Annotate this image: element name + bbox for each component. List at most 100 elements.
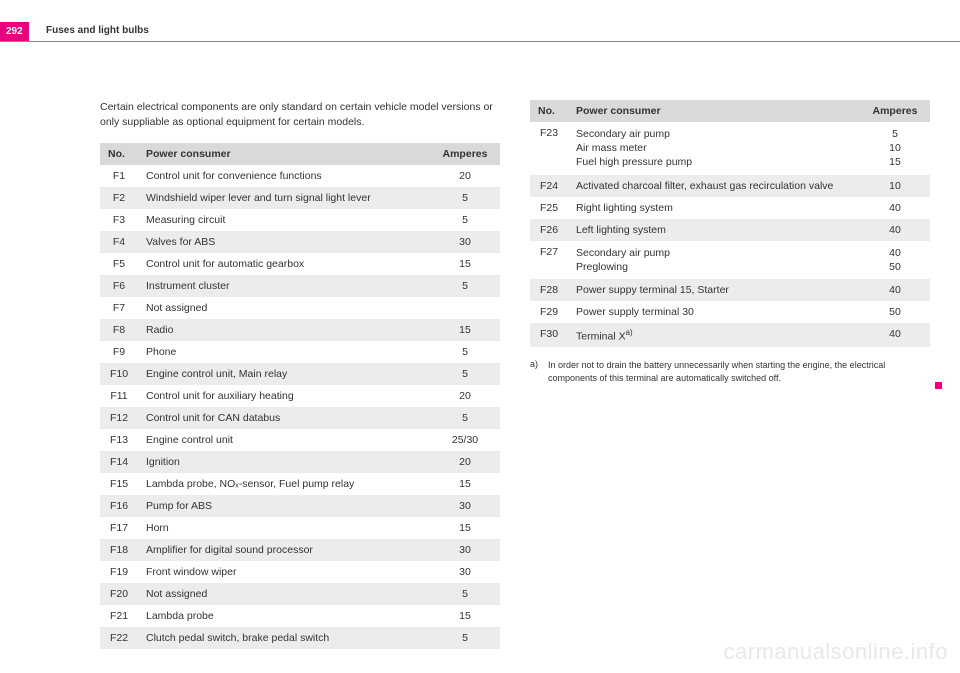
fuse-amperes: 15: [430, 605, 500, 627]
fuse-no: F15: [100, 473, 138, 495]
fuse-consumer: Phone: [138, 341, 430, 363]
fuse-consumer: Power suppy terminal 15, Starter: [568, 279, 860, 301]
table-row: F21Lambda probe15: [100, 605, 500, 627]
fuse-no: F8: [100, 319, 138, 341]
table-row: F29Power supply terminal 3050: [530, 301, 930, 323]
fuse-amperes: 40: [860, 197, 930, 219]
fuse-amperes: 10: [860, 175, 930, 197]
page-number-tab: 292: [0, 22, 29, 41]
fuse-table-left: No. Power consumer Amperes F1Control uni…: [100, 143, 500, 649]
fuse-amperes: 50: [860, 301, 930, 323]
fuse-no: F10: [100, 363, 138, 385]
fuse-consumer: Clutch pedal switch, brake pedal switch: [138, 627, 430, 649]
col-header-consumer: Power consumer: [568, 100, 860, 122]
table-row: F4Valves for ABS30: [100, 231, 500, 253]
table-row: F9Phone5: [100, 341, 500, 363]
fuse-consumer: Terminal Xa): [568, 323, 860, 348]
fuse-amperes: 5: [430, 341, 500, 363]
watermark: carmanualsonline.info: [723, 639, 948, 665]
right-column: No. Power consumer Amperes F23Secondary …: [530, 100, 930, 649]
fuse-consumer: Horn: [138, 517, 430, 539]
fuse-no: F2: [100, 187, 138, 209]
fuse-no: F9: [100, 341, 138, 363]
fuse-amperes: 30: [430, 495, 500, 517]
fuse-consumer: Radio: [138, 319, 430, 341]
fuse-consumer: Ignition: [138, 451, 430, 473]
fuse-consumer: Control unit for auxiliary heating: [138, 385, 430, 407]
fuse-no: F28: [530, 279, 568, 301]
fuse-amperes: 40: [860, 323, 930, 348]
col-header-amperes: Amperes: [860, 100, 930, 122]
table-row: F30Terminal Xa)40: [530, 323, 930, 348]
table-row: F24Activated charcoal filter, exhaust ga…: [530, 175, 930, 197]
fuse-amperes: 51015: [860, 122, 930, 175]
table-row: F18Amplifier for digital sound processor…: [100, 539, 500, 561]
footnote-text: In order not to drain the battery unnece…: [548, 359, 930, 383]
fuse-no: F18: [100, 539, 138, 561]
fuse-no: F23: [530, 122, 568, 175]
table-row: F19Front window wiper30: [100, 561, 500, 583]
col-header-no: No.: [530, 100, 568, 122]
fuse-consumer: Valves for ABS: [138, 231, 430, 253]
fuse-no: F3: [100, 209, 138, 231]
fuse-amperes: 20: [430, 451, 500, 473]
table-row: F26Left lighting system40: [530, 219, 930, 241]
fuse-no: F14: [100, 451, 138, 473]
footnote-mark: a): [530, 359, 548, 383]
table-row: F11Control unit for auxiliary heating20: [100, 385, 500, 407]
table-row: F17Horn15: [100, 517, 500, 539]
col-header-consumer: Power consumer: [138, 143, 430, 165]
fuse-amperes: 30: [430, 231, 500, 253]
table-row: F25Right lighting system40: [530, 197, 930, 219]
fuse-amperes: 25/30: [430, 429, 500, 451]
fuse-no: F20: [100, 583, 138, 605]
fuse-no: F29: [530, 301, 568, 323]
fuse-amperes: 5: [430, 407, 500, 429]
fuse-consumer: Pump for ABS: [138, 495, 430, 517]
fuse-consumer: Windshield wiper lever and turn signal l…: [138, 187, 430, 209]
fuse-no: F26: [530, 219, 568, 241]
fuse-no: F17: [100, 517, 138, 539]
fuse-amperes: 15: [430, 473, 500, 495]
fuse-no: F12: [100, 407, 138, 429]
fuse-no: F22: [100, 627, 138, 649]
fuse-consumer: Power supply terminal 30: [568, 301, 860, 323]
table-row: F3Measuring circuit5: [100, 209, 500, 231]
table-row: F20Not assigned5: [100, 583, 500, 605]
fuse-no: F24: [530, 175, 568, 197]
fuse-amperes: 20: [430, 165, 500, 187]
fuse-no: F21: [100, 605, 138, 627]
table-row: F12Control unit for CAN databus5: [100, 407, 500, 429]
fuse-amperes: 5: [430, 187, 500, 209]
fuse-no: F7: [100, 297, 138, 319]
table-row: F10Engine control unit, Main relay5: [100, 363, 500, 385]
table-row: F23Secondary air pumpAir mass meterFuel …: [530, 122, 930, 175]
fuse-consumer: Control unit for convenience functions: [138, 165, 430, 187]
table-row: F22Clutch pedal switch, brake pedal swit…: [100, 627, 500, 649]
fuse-amperes: 15: [430, 319, 500, 341]
table-row: F6Instrument cluster5: [100, 275, 500, 297]
table-row: F27Secondary air pumpPreglowing4050: [530, 241, 930, 279]
fuse-no: F5: [100, 253, 138, 275]
fuse-amperes: 30: [430, 561, 500, 583]
fuse-amperes: 5: [430, 583, 500, 605]
fuse-consumer: Lambda probe, NOₓ-sensor, Fuel pump rela…: [138, 473, 430, 495]
section-title: Fuses and light bulbs: [46, 25, 149, 36]
fuse-amperes: 5: [430, 363, 500, 385]
pink-square-marker: [935, 382, 942, 389]
fuse-amperes: 5: [430, 209, 500, 231]
fuse-no: F19: [100, 561, 138, 583]
fuse-consumer: Secondary air pumpPreglowing: [568, 241, 860, 279]
fuse-consumer: Amplifier for digital sound processor: [138, 539, 430, 561]
fuse-no: F27: [530, 241, 568, 279]
col-header-no: No.: [100, 143, 138, 165]
fuse-amperes: 15: [430, 253, 500, 275]
fuse-amperes: 5: [430, 275, 500, 297]
fuse-no: F1: [100, 165, 138, 187]
fuse-consumer: Secondary air pumpAir mass meterFuel hig…: [568, 122, 860, 175]
fuse-consumer: Lambda probe: [138, 605, 430, 627]
table-row: F15Lambda probe, NOₓ-sensor, Fuel pump r…: [100, 473, 500, 495]
fuse-no: F6: [100, 275, 138, 297]
table-row: F28Power suppy terminal 15, Starter40: [530, 279, 930, 301]
table-row: F2Windshield wiper lever and turn signal…: [100, 187, 500, 209]
